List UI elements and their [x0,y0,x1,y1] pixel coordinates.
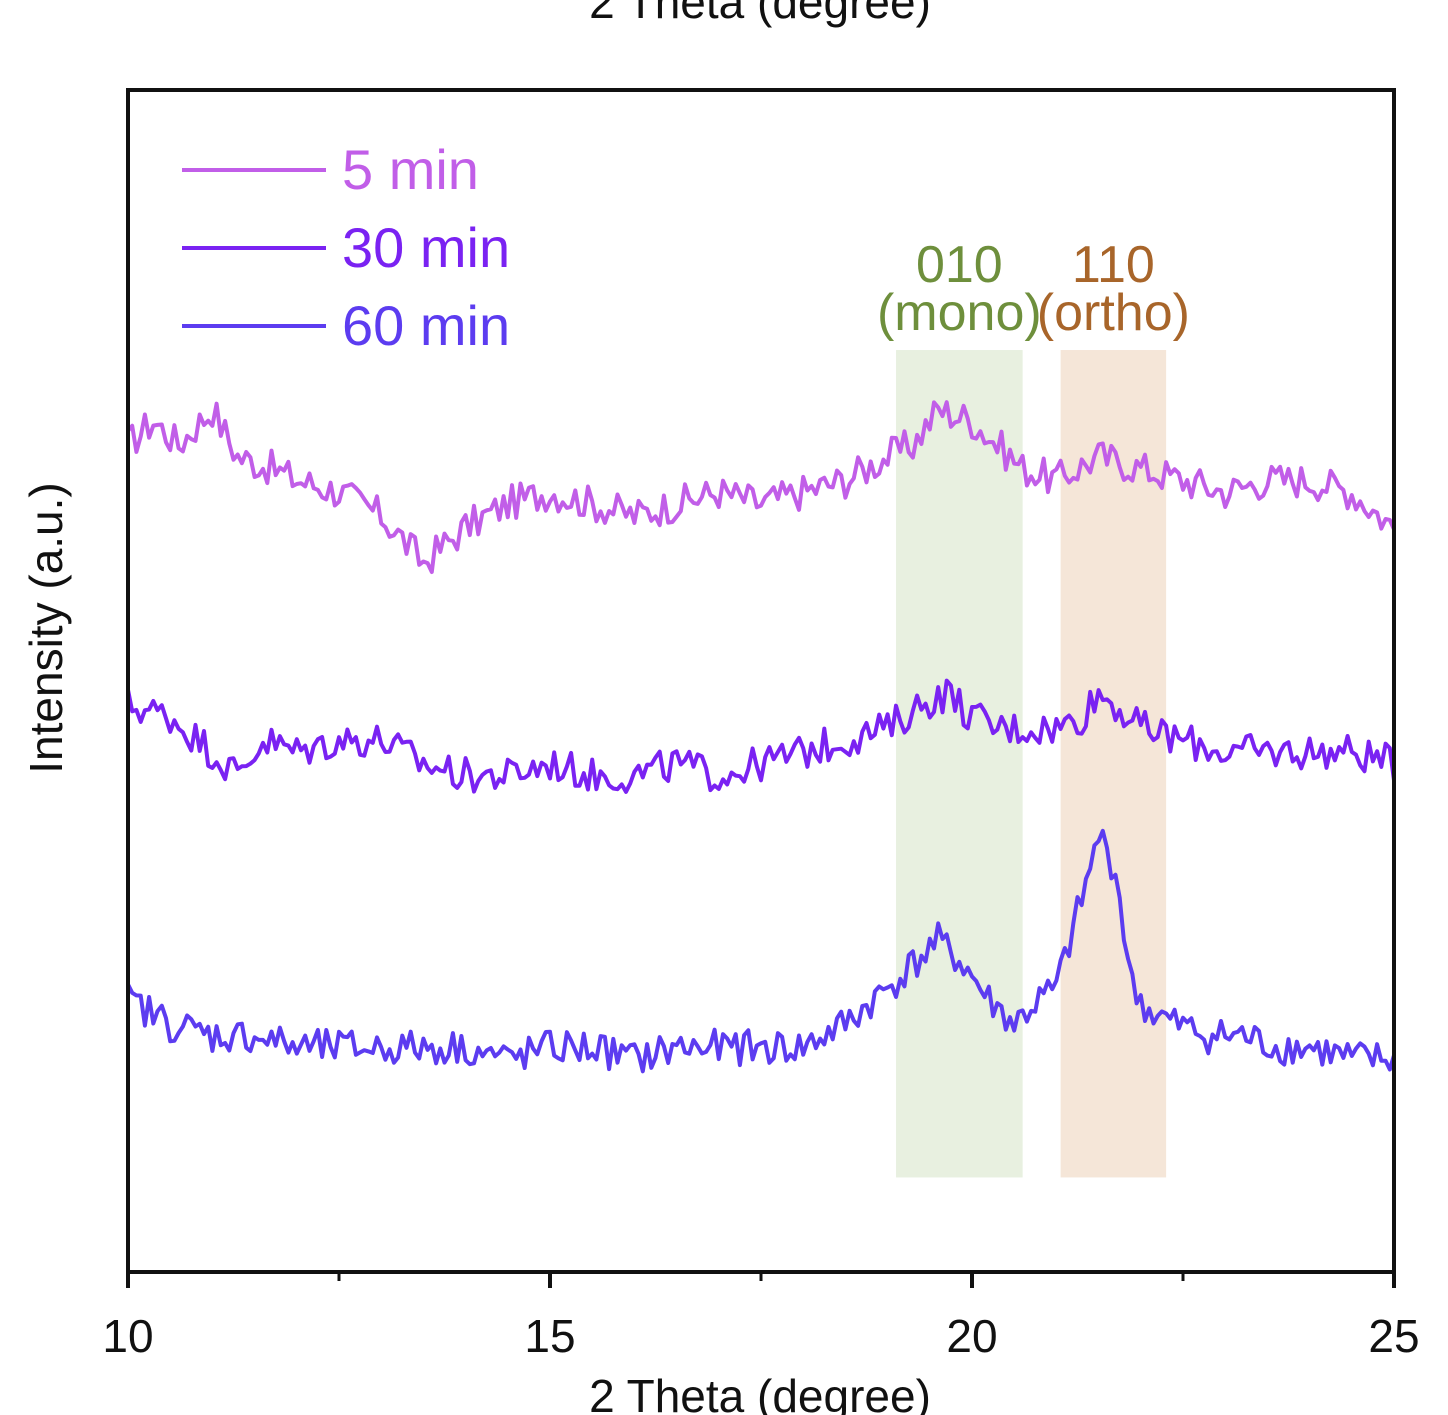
series-line-2 [126,828,1396,1074]
top-cropped-axis-title: 2 Theta (degree) [589,0,931,28]
series-lines [126,400,1396,1074]
highlight-bands: 010(mono) 110(ortho) [877,236,1190,1178]
legend-label-0: 5 min [342,138,479,201]
y-axis-title: Intensity (a.u.) [20,482,72,773]
series-line-1 [126,678,1396,794]
legend-label-2: 60 min [342,294,510,357]
x-tick-label-2: 20 [946,1310,997,1362]
band-label-bottom-1: (ortho) [1037,284,1190,342]
x-axis-title: 2 Theta (degree) [589,1370,931,1415]
x-tick-label-0: 10 [102,1310,153,1362]
band-label-top-1: 110 [1072,236,1155,294]
band-label-bottom-0: (mono) [877,284,1042,342]
band-label-top-0: 010 [916,236,1003,294]
band-1 [1060,350,1167,1178]
band-0 [896,350,1023,1178]
legend-label-1: 30 min [342,216,510,279]
legend: 5 min 30 min 60 min [182,138,510,357]
series-line-0 [126,400,1396,574]
x-tick-label-3: 25 [1368,1310,1419,1362]
x-axis-ticks: 10 15 20 25 [102,1272,1420,1362]
plot-frame [126,88,1396,1274]
x-tick-label-1: 15 [524,1310,575,1362]
